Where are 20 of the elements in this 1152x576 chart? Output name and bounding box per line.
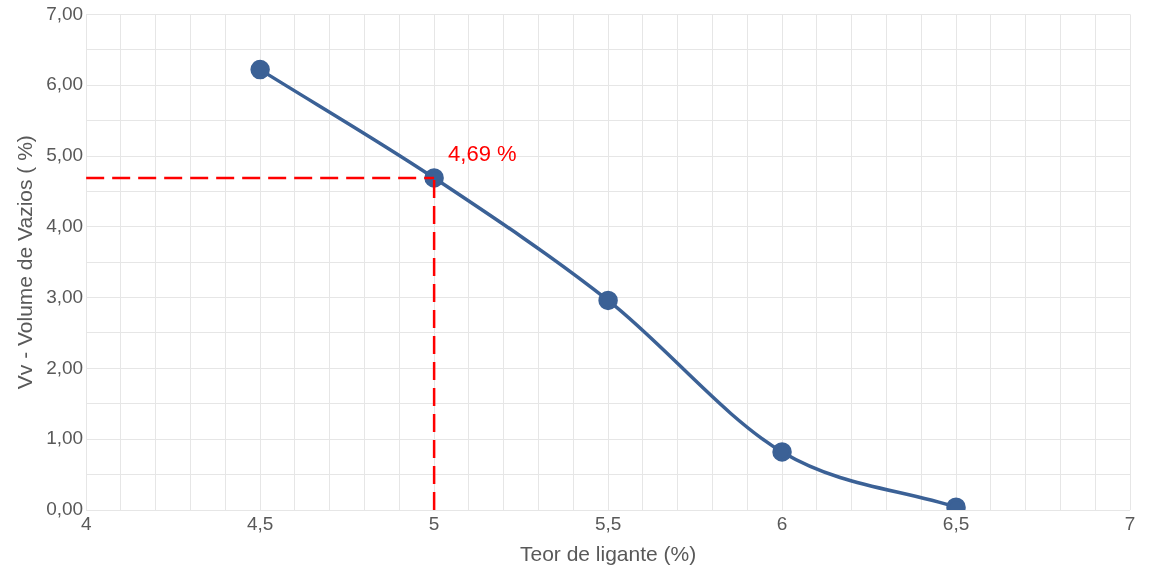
x-tick-label: 4,5 <box>246 512 274 534</box>
y-tick-label: 6,00 <box>46 73 84 95</box>
y-tick-label: 0,00 <box>46 498 84 520</box>
point <box>250 59 270 80</box>
x-tick-label: 6,5 <box>942 512 970 534</box>
y-tick-label: 7,00 <box>46 2 84 24</box>
x-tick-label: 5,5 <box>594 512 622 534</box>
x-tick-label: 6 <box>776 512 788 534</box>
y-axis-title: Vv - Volume de Vazios ( %) <box>13 135 37 390</box>
y-tick-label: 3,00 <box>46 285 84 307</box>
point <box>772 442 792 462</box>
point <box>598 290 618 311</box>
y-tick-label: 1,00 <box>46 427 84 449</box>
y-tick-label: 2,00 <box>46 356 84 378</box>
y-tick-label: 4,00 <box>46 215 84 237</box>
annotation: 4,69 % <box>448 141 517 167</box>
x-axis-title: Teor de ligante (%) <box>519 542 697 566</box>
y-tick-label: 5,00 <box>46 144 84 166</box>
x-tick-label: 5 <box>428 512 440 534</box>
x-tick-label: 7 <box>1124 512 1136 534</box>
